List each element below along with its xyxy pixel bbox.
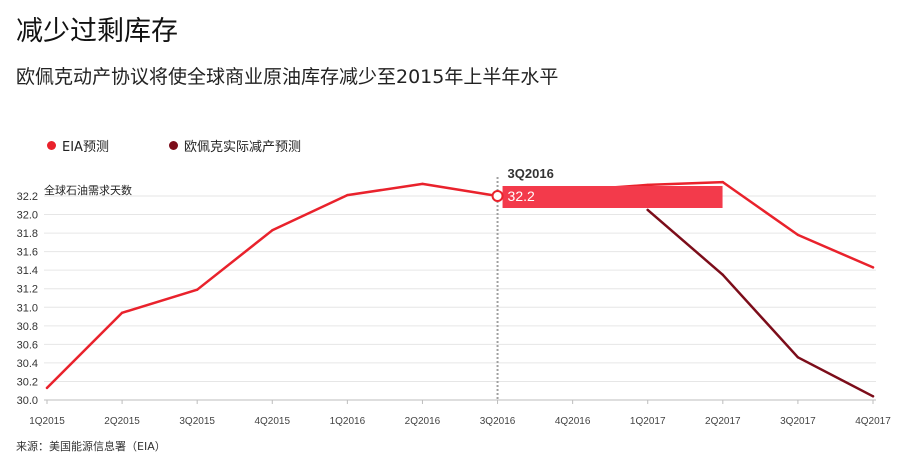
data-point — [346, 193, 349, 197]
y-tick-label: 31.4 — [17, 265, 38, 277]
source-note: 来源：美国能源信息署（EIA） — [16, 440, 166, 453]
chart-title: 减少过剩库存 — [16, 16, 178, 47]
x-tick-label: 3Q2016 — [480, 416, 516, 427]
y-tick-label: 30.8 — [17, 321, 38, 333]
highlight-category-label: 3Q2016 — [508, 166, 554, 181]
data-point — [796, 356, 800, 359]
y-tick-label: 31.0 — [17, 302, 38, 314]
highlight-tooltip: 32.2 3Q2016 — [491, 166, 723, 400]
x-tick-label: 1Q2015 — [29, 416, 65, 427]
y-axis-tick-labels: 30.0 30.2 30.4 30.6 30.8 31.0 31.2 31.4 31.6 31.8… — [17, 191, 38, 407]
y-tick-label: 30.4 — [17, 358, 38, 370]
x-tick-label: 4Q2017 — [855, 416, 891, 427]
data-point — [871, 395, 875, 398]
y-tick-label: 30.6 — [17, 339, 38, 351]
opec-cut-forecast-line — [646, 208, 875, 398]
eia-forecast-line — [45, 180, 875, 390]
x-tick-label: 1Q2016 — [330, 416, 366, 427]
x-tick-label: 2Q2017 — [705, 416, 741, 427]
y-tick-label: 30.0 — [17, 395, 38, 407]
x-tick-label: 2Q2015 — [104, 416, 140, 427]
value-tooltip-box — [502, 186, 723, 208]
y-tick-label: 31.6 — [17, 247, 38, 259]
data-point — [646, 208, 649, 212]
x-tick-label: 3Q2017 — [780, 416, 816, 427]
x-tick-label: 3Q2015 — [179, 416, 215, 427]
legend-label-eia: EIA预测 — [62, 139, 109, 155]
data-point — [120, 311, 124, 314]
y-axis-label: 全球石油需求天数 — [44, 183, 132, 197]
data-point — [45, 386, 49, 390]
data-point — [271, 229, 274, 232]
x-tick-label: 4Q2015 — [254, 416, 290, 427]
data-point — [721, 180, 724, 184]
legend-item-opec: 欧佩克实际减产预测 — [169, 137, 302, 155]
highlight-point-marker — [491, 190, 504, 202]
legend-item-eia: EIA预测 — [47, 137, 109, 155]
y-tick-label: 32.0 — [17, 210, 38, 222]
y-tick-label: 30.2 — [17, 376, 38, 388]
value-tooltip-text: 32.2 — [508, 188, 535, 204]
gridlines — [44, 195, 876, 404]
y-tick-label: 31.2 — [17, 284, 38, 296]
data-point — [646, 183, 649, 187]
x-tick-label: 1Q2017 — [630, 416, 666, 427]
data-point — [871, 266, 875, 269]
series-lines — [45, 180, 875, 398]
y-tick-label: 32.2 — [17, 191, 38, 203]
legend-label-opec: 欧佩克实际减产预测 — [184, 139, 302, 155]
y-tick-label: 31.8 — [17, 228, 38, 240]
data-point — [196, 288, 199, 291]
legend-swatch-opec — [169, 140, 178, 150]
data-point — [796, 233, 800, 237]
x-tick-label: 2Q2016 — [405, 416, 441, 427]
legend-swatch-eia — [47, 140, 56, 150]
data-point — [721, 273, 724, 276]
x-tick-label: 4Q2016 — [555, 416, 591, 427]
chart-subtitle: 欧佩克动产协议将使全球商业原油库存减少至2015年上半年水平 — [16, 66, 559, 88]
x-axis-tick-labels: 1Q2015 2Q2015 3Q2015 4Q2015 1Q2016 2Q2016 3Q20… — [29, 416, 891, 427]
data-point — [421, 182, 424, 186]
